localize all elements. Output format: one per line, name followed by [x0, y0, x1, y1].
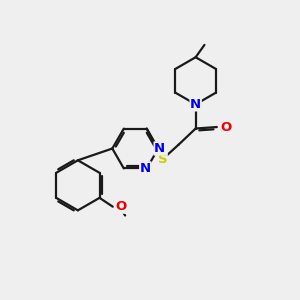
Text: N: N [154, 142, 165, 155]
Text: S: S [158, 153, 167, 166]
Text: N: N [190, 98, 201, 111]
Text: O: O [115, 200, 126, 213]
Text: N: N [140, 162, 151, 175]
Text: O: O [220, 121, 232, 134]
